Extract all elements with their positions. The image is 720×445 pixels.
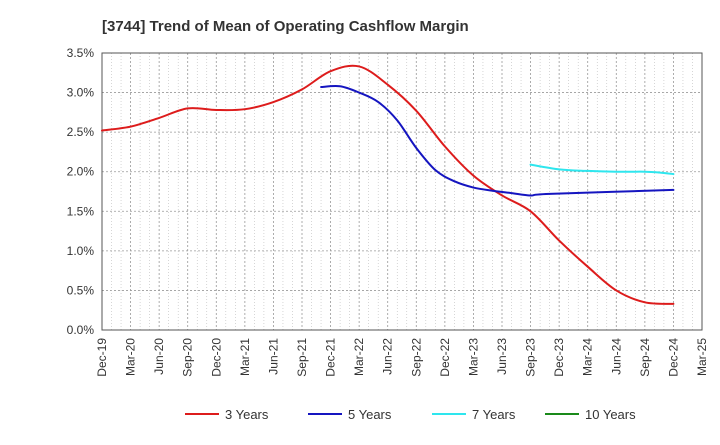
legend: 3 Years 5 Years 7 Years 10 Years bbox=[185, 407, 636, 422]
y-tick-label: 0.5% bbox=[67, 283, 95, 297]
y-tick-label: 2.5% bbox=[67, 125, 95, 139]
x-tick-label: Sep-20 bbox=[181, 338, 195, 377]
x-tick-label: Dec-21 bbox=[324, 338, 338, 377]
x-tick-label: Dec-23 bbox=[552, 338, 566, 377]
x-tick-label: Jun-23 bbox=[495, 338, 509, 375]
y-tick-label: 2.0% bbox=[67, 165, 95, 179]
x-tick-label: Sep-21 bbox=[295, 338, 309, 377]
chart-title: [3744] Trend of Mean of Operating Cashfl… bbox=[102, 18, 469, 35]
x-tick-label: Sep-22 bbox=[409, 338, 423, 377]
x-tick-label: Mar-21 bbox=[238, 338, 252, 376]
series-line-7-years bbox=[529, 163, 675, 176]
x-tick-label: Jun-20 bbox=[152, 338, 166, 375]
x-tick-label: Mar-24 bbox=[581, 338, 595, 376]
x-tick-label: Mar-25 bbox=[695, 338, 709, 376]
y-tick-label: 3.0% bbox=[67, 86, 95, 100]
x-tick-label: Mar-20 bbox=[124, 338, 138, 376]
y-tick-label: 1.0% bbox=[67, 244, 95, 258]
series-lines bbox=[101, 64, 675, 305]
x-tick-label: Jun-21 bbox=[266, 338, 280, 375]
x-tick-label: Dec-22 bbox=[438, 338, 452, 377]
legend-label: 10 Years bbox=[585, 407, 636, 422]
x-tick-label: Dec-19 bbox=[95, 338, 109, 377]
plot-frame bbox=[101, 52, 703, 331]
legend-label: 7 Years bbox=[472, 407, 516, 422]
x-tick-label: Mar-22 bbox=[352, 338, 366, 376]
x-tick-label: Sep-24 bbox=[638, 338, 652, 377]
y-tick-label: 3.5% bbox=[67, 46, 95, 60]
series-line-3-years bbox=[101, 64, 675, 305]
legend-label: 5 Years bbox=[348, 407, 392, 422]
series-line-5-years bbox=[320, 84, 675, 197]
x-tick-label: Dec-24 bbox=[666, 338, 680, 377]
x-tick-label: Mar-23 bbox=[466, 338, 480, 376]
x-tick-label: Jun-24 bbox=[609, 338, 623, 375]
x-tick-label: Dec-20 bbox=[209, 338, 223, 377]
axes: 0.0% 0.5% 1.0% 1.5% 2.0% 2.5% 3.0% 3.5% Dec-19 Ma… bbox=[67, 46, 709, 377]
legend-label: 3 Years bbox=[225, 407, 269, 422]
x-tick-label: Sep-23 bbox=[524, 338, 538, 377]
y-tick-label: 0.0% bbox=[67, 323, 95, 337]
y-tick-label: 1.5% bbox=[67, 204, 95, 218]
x-tick-label: Jun-22 bbox=[381, 338, 395, 375]
